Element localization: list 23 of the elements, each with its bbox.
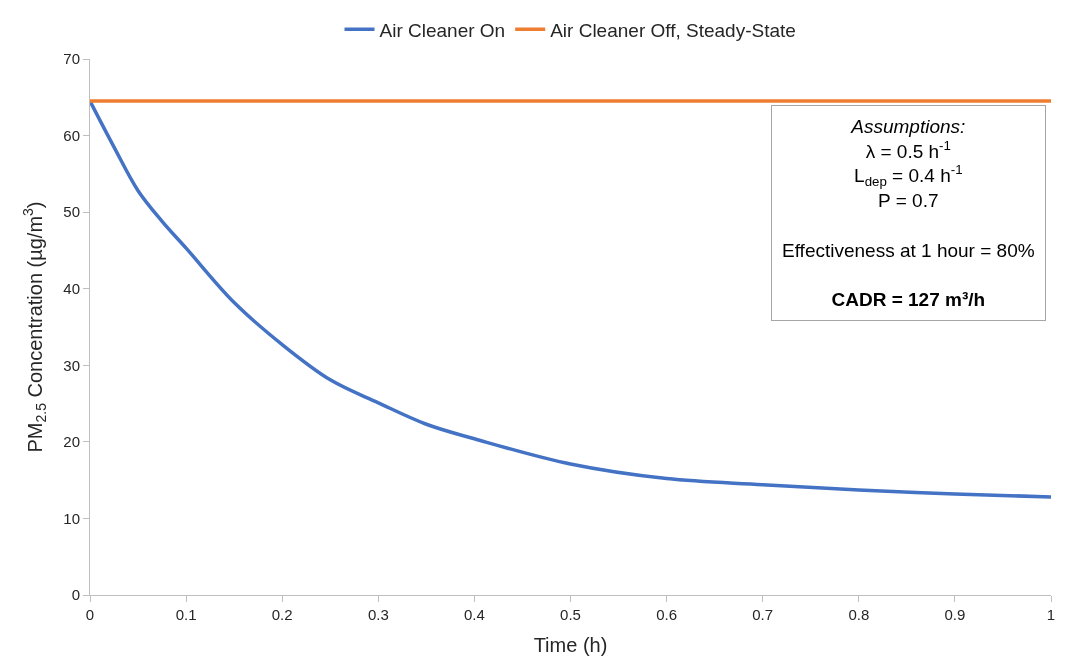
y-tick-label: 20 <box>63 433 80 451</box>
y-tick-label: 50 <box>63 203 80 221</box>
x-tick-label: 0.3 <box>367 606 389 623</box>
x-tick-label: 0.2 <box>271 606 293 623</box>
x-tick-label: 0.8 <box>848 606 870 623</box>
x-tick-label: 0.5 <box>560 606 581 623</box>
x-axis-title: Time (h) <box>533 633 608 656</box>
x-tick-label: 0 <box>85 606 95 623</box>
legend-label: Air Cleaner Off, Steady-State <box>550 19 796 41</box>
y-tick-label: 70 <box>63 50 80 68</box>
y-tick-label: 10 <box>63 509 80 527</box>
x-tick-label: 0.7 <box>752 606 774 623</box>
y-tick-label: 60 <box>63 126 80 144</box>
y-tick-label: 30 <box>63 356 80 374</box>
legend-label: Air Cleaner On <box>379 19 506 41</box>
x-tick-label: 0.4 <box>463 606 485 623</box>
x-tick-label: 0.9 <box>944 606 966 623</box>
x-tick-label: 0.1 <box>175 606 197 623</box>
x-tick-label: 0.6 <box>656 606 678 623</box>
text: Assumptions: λ = 0.5 h$^{-1}$ L$_{dep}$ = 0.4 h$^{-1}$ P = 0.7 Effectiveness at 1 hour = 80% CADR = 127 m³/h <box>782 116 1035 310</box>
y-tick-label: 40 <box>63 279 80 297</box>
y-tick-label: 0 <box>71 586 80 604</box>
x-tick-label: 1 <box>1046 606 1056 623</box>
